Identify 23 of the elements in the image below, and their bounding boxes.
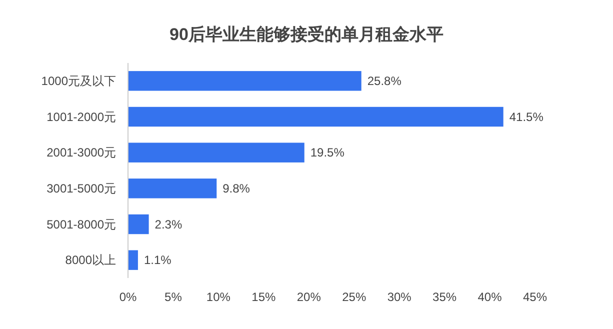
y-tick-label: 3001-5000元 — [46, 181, 116, 196]
data-label: 41.5% — [509, 110, 544, 124]
x-tick-label: 0% — [119, 290, 137, 304]
y-tick-label: 8000以上 — [65, 253, 116, 268]
x-tick-label: 20% — [296, 290, 322, 304]
x-tick-label: 5% — [164, 290, 182, 304]
x-tick-label: 35% — [432, 290, 457, 304]
y-tick-label: 1000元及以下 — [41, 74, 116, 88]
y-tick-label: 1001-2000元 — [46, 110, 116, 124]
x-tick-label: 40% — [478, 290, 502, 304]
data-label: 19.5% — [310, 146, 345, 160]
x-tick-label: 25% — [342, 290, 366, 304]
y-tick-label: 5001-8000元 — [46, 217, 116, 232]
y-tick-label: 2001-3000元 — [46, 146, 116, 160]
data-label: 9.8% — [222, 181, 250, 196]
chart-title: 90后毕业生能够接受的单月租金水平 — [170, 25, 444, 44]
data-label: 1.1% — [144, 253, 172, 268]
x-tick-label: 10% — [206, 290, 231, 304]
x-tick-label: 45% — [522, 290, 548, 304]
x-tick-label: 15% — [252, 290, 276, 304]
data-label: 2.3% — [154, 217, 182, 232]
x-tick-label: 30% — [387, 290, 412, 304]
data-label: 25.8% — [367, 74, 402, 88]
